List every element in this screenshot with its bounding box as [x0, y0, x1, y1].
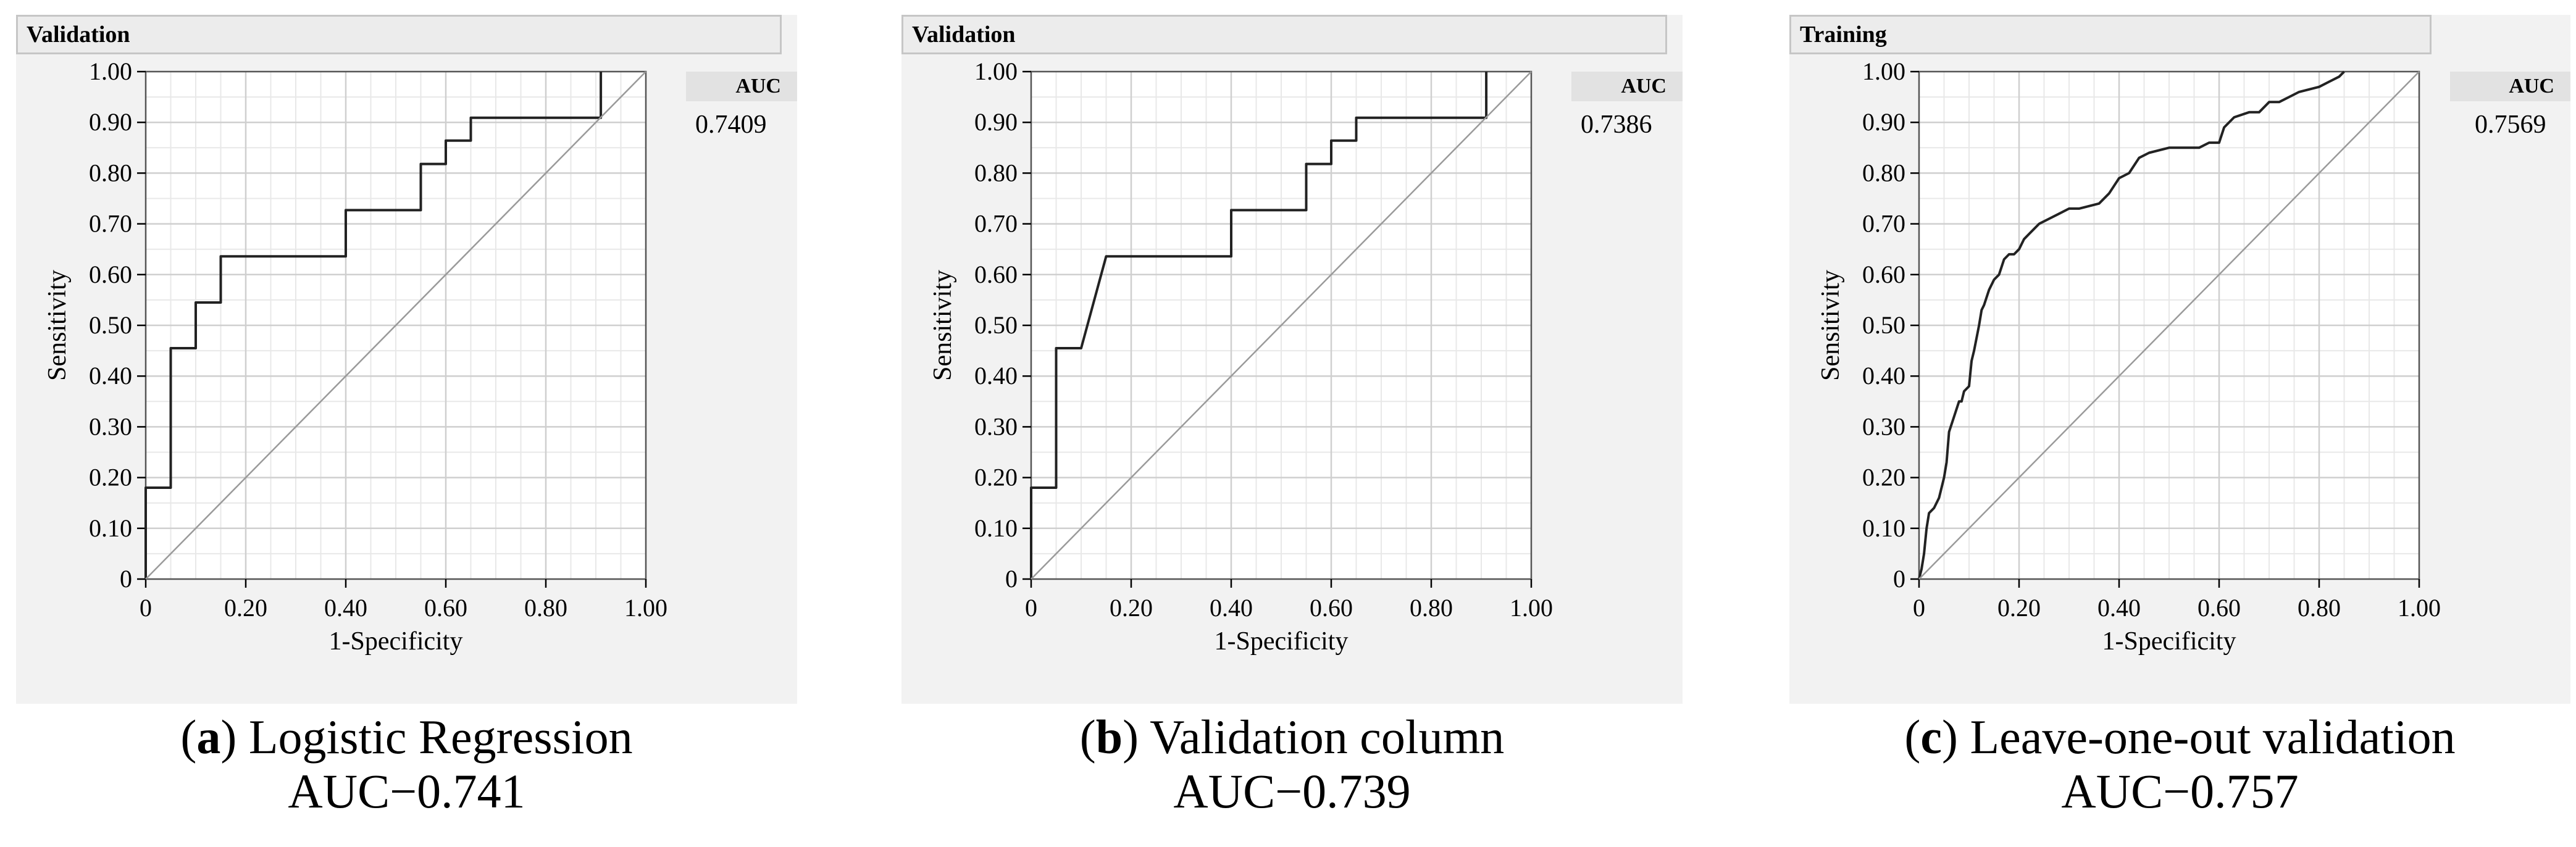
- reference-diagonal-line: [1918, 71, 2420, 580]
- y-tick-label: 0.80: [89, 159, 132, 186]
- x-axis-title: 1-Specificity: [329, 627, 463, 656]
- caption-title: Leave-one-out validation: [1957, 710, 2456, 764]
- y-tick-label: 0.20: [974, 464, 1018, 491]
- roc-plot-b: 0 0.20 0.40 0.60 0.80 1.00 0 0.10 0.20 0.30 0.40 0.…: [929, 57, 1553, 656]
- caption-auc: AUC−0.741: [288, 764, 525, 818]
- caption-title-line: (c) Leave-one-out validation: [1789, 710, 2570, 764]
- x-tick-label: 1.00: [2398, 594, 2441, 622]
- caption-title: Validation column: [1139, 710, 1505, 764]
- y-tick-label: 0.30: [974, 412, 1018, 440]
- x-tick-label: 0.20: [1997, 594, 2041, 622]
- x-tick-label: 1.00: [624, 594, 667, 622]
- auc-value: 0.7386: [1581, 111, 1652, 139]
- reference-diagonal-line: [145, 71, 646, 580]
- y-axis-title: Sensitivity: [929, 270, 957, 381]
- y-tick-label: 0.30: [89, 412, 132, 440]
- y-axis-title: Sensitivity: [43, 270, 72, 381]
- x-axis-title: 1-Specificity: [2102, 627, 2236, 656]
- x-tick-label: 0.20: [1110, 594, 1153, 622]
- auc-label: AUC: [686, 72, 797, 101]
- y-tick-label: 0.30: [1862, 412, 1905, 440]
- x-tick-label: 0.20: [224, 594, 267, 622]
- y-tick-label: 0.10: [89, 514, 132, 542]
- y-tick-label: 1.00: [974, 57, 1018, 85]
- caption-a: (a) Logistic Regression AUC−0.741: [16, 710, 797, 819]
- caption-close-paren: ): [220, 710, 237, 764]
- x-tick-label: 0.40: [324, 594, 367, 622]
- x-tick-label: 0.40: [2097, 594, 2141, 622]
- y-tick-label: 0.20: [1862, 464, 1905, 491]
- caption-auc: AUC−0.739: [1173, 764, 1411, 818]
- y-tick-label: 0.90: [89, 108, 132, 136]
- y-tick-label: 0.90: [974, 108, 1018, 136]
- chart-panel-a: Validation 0 0.20 0.40 0.60 0.80 1.00 0 0.10 0.2…: [16, 15, 797, 704]
- chart-title: Validation: [16, 15, 782, 54]
- y-tick-label: 0.50: [974, 311, 1018, 339]
- chart-panel-c: Training 0 0.20 0.40 0.60 0.80 1.00 0 0.10 0.20 0…: [1789, 15, 2570, 704]
- x-tick-label: 0.80: [2298, 594, 2341, 622]
- y-tick-label: 0: [120, 565, 132, 593]
- caption-title: Logistic Regression: [236, 710, 633, 764]
- caption-b: (b) Validation column AUC−0.739: [901, 710, 1683, 819]
- caption-c: (c) Leave-one-out validation AUC−0.757: [1789, 710, 2570, 819]
- y-tick-label: 0.70: [1862, 210, 1905, 238]
- y-tick-label: 0.70: [89, 210, 132, 238]
- y-tick-label: 0.40: [89, 362, 132, 390]
- x-tick-label: 0.80: [1410, 594, 1453, 622]
- y-tick-label: 0.90: [1862, 108, 1905, 136]
- x-tick-label: 0: [1913, 594, 1925, 622]
- roc-plot-a: 0 0.20 0.40 0.60 0.80 1.00 0 0.10 0.20 0.30 0.40 0.…: [43, 57, 667, 656]
- chart-panel-b: Validation 0 0.20 0.40 0.60 0.80 1.00 0 0.10 0.2…: [901, 15, 1683, 704]
- caption-letter: b: [1095, 710, 1123, 764]
- y-tick-label: 0: [1005, 565, 1018, 593]
- auc-value: 0.7409: [695, 111, 767, 139]
- y-tick-label: 1.00: [89, 57, 132, 85]
- y-tick-label: 0.60: [1862, 261, 1905, 288]
- y-axis-title: Sensitivity: [1817, 270, 1845, 381]
- caption-open-paren: (: [180, 710, 197, 764]
- auc-label: AUC: [1571, 72, 1683, 101]
- x-tick-label: 0.80: [524, 594, 567, 622]
- caption-close-paren: ): [1941, 710, 1958, 764]
- caption-close-paren: ): [1123, 710, 1139, 764]
- caption-title-line: (b) Validation column: [901, 710, 1683, 764]
- x-tick-label: 0: [1025, 594, 1037, 622]
- y-tick-label: 0.60: [89, 261, 132, 288]
- reference-diagonal-line: [1031, 71, 1532, 580]
- roc-curve-line: [144, 72, 603, 579]
- y-tick-label: 0.70: [974, 210, 1018, 238]
- caption-letter: c: [1920, 710, 1942, 764]
- x-tick-label: 0.60: [424, 594, 467, 622]
- y-tick-label: 0.20: [89, 464, 132, 491]
- caption-open-paren: (: [1904, 710, 1921, 764]
- y-tick-label: 0.10: [974, 514, 1018, 542]
- x-tick-label: 1.00: [1510, 594, 1553, 622]
- caption-title-line: (a) Logistic Regression: [16, 710, 797, 764]
- chart-title: Validation: [901, 15, 1667, 54]
- roc-curve-line: [1030, 72, 1488, 579]
- x-tick-label: 0: [140, 594, 152, 622]
- y-tick-label: 0.40: [1862, 362, 1905, 390]
- caption-open-paren: (: [1079, 710, 1096, 764]
- y-tick-label: 0.80: [974, 159, 1018, 186]
- x-tick-label: 0.60: [2198, 594, 2241, 622]
- y-tick-label: 0.60: [974, 261, 1018, 288]
- y-tick-label: 0.50: [89, 311, 132, 339]
- y-tick-label: 0: [1893, 565, 1905, 593]
- y-tick-label: 1.00: [1862, 57, 1905, 85]
- auc-label: AUC: [2450, 72, 2570, 101]
- caption-letter: a: [196, 710, 221, 764]
- y-tick-label: 0.10: [1862, 514, 1905, 542]
- x-tick-label: 0.60: [1310, 594, 1353, 622]
- chart-title: Training: [1789, 15, 2432, 54]
- roc-curve-line: [1918, 70, 2345, 580]
- y-tick-label: 0.50: [1862, 311, 1905, 339]
- x-tick-label: 0.40: [1210, 594, 1253, 622]
- roc-plot-c: 0 0.20 0.40 0.60 0.80 1.00 0 0.10 0.20 0.30 0.40 0.…: [1817, 57, 2441, 656]
- y-tick-label: 0.40: [974, 362, 1018, 390]
- caption-auc: AUC−0.757: [2061, 764, 2299, 818]
- x-axis-title: 1-Specificity: [1215, 627, 1349, 656]
- auc-value: 0.7569: [2475, 111, 2546, 139]
- y-tick-label: 0.80: [1862, 159, 1905, 186]
